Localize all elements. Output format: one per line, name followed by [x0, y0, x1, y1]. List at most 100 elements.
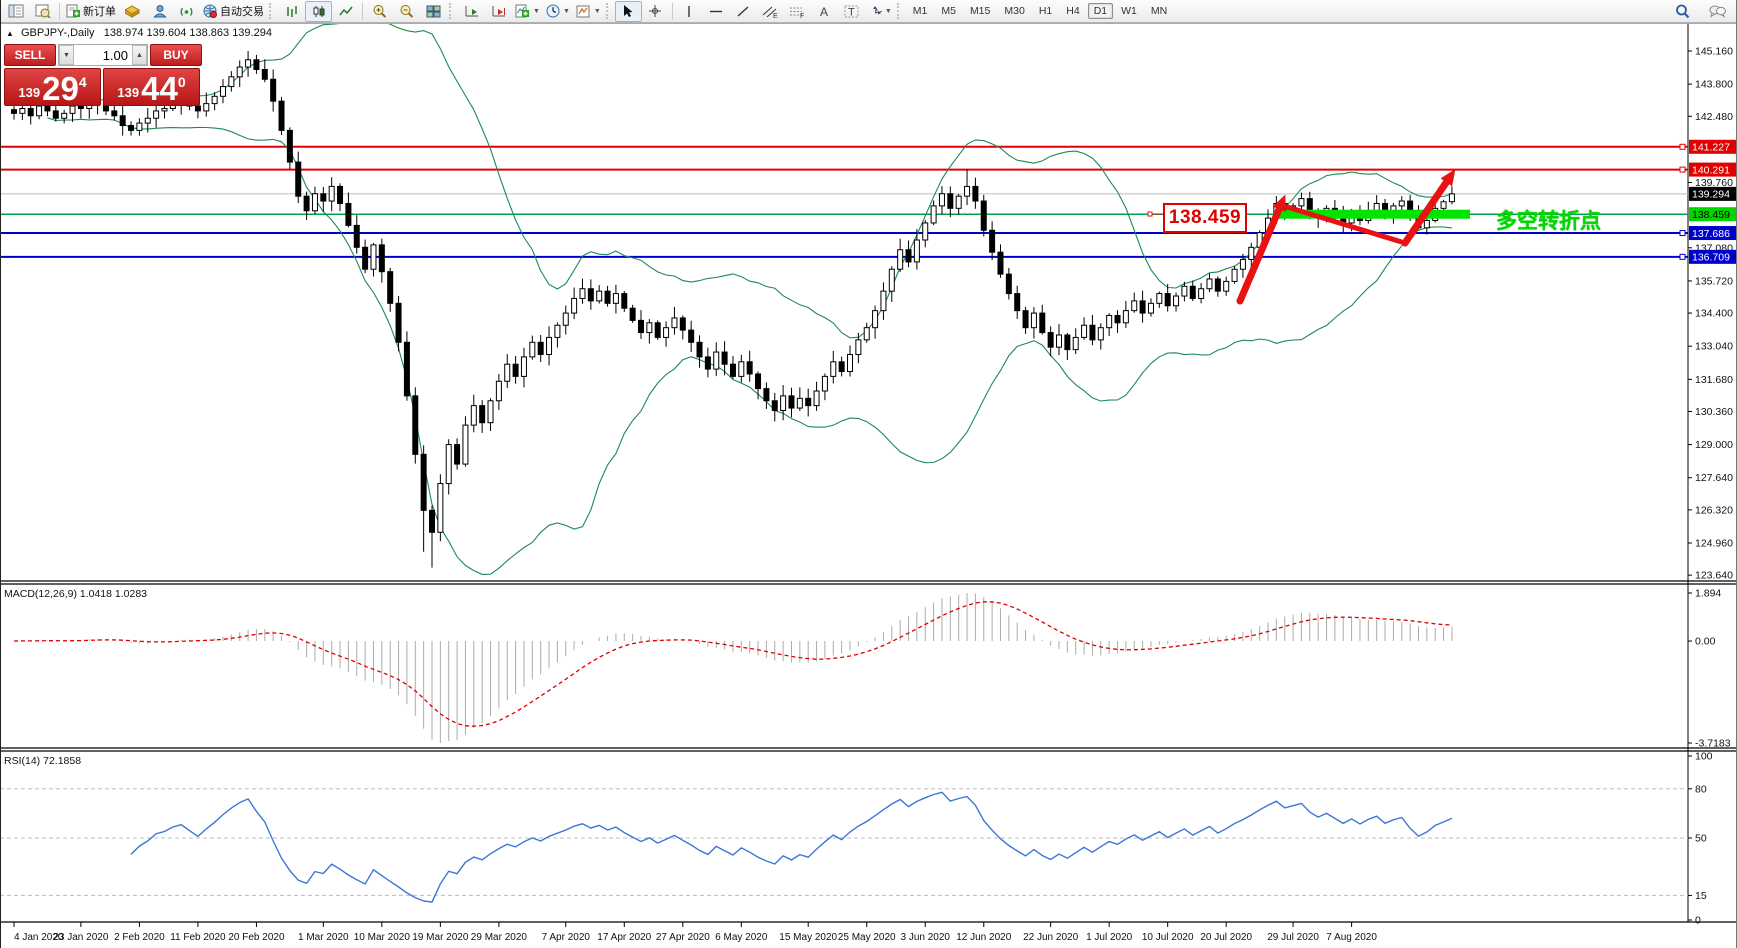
chart-header: ▲ GBPJPY-,Daily 138.974 139.604 138.863 …	[6, 27, 272, 39]
price-tick-label: 142.480	[1695, 111, 1733, 123]
new-order-button[interactable]: 新订单	[63, 1, 119, 22]
buy-price-sup: 0	[177, 74, 186, 90]
shapes-icon[interactable]: ▼	[865, 1, 895, 22]
date-label: 15 May 2020	[779, 932, 837, 943]
timeframe-button-H1[interactable]: H1	[1038, 5, 1053, 17]
date-label: 27 Apr 2020	[656, 932, 710, 943]
date-label: 17 Apr 2020	[597, 932, 651, 943]
date-label: 12 Jun 2020	[956, 932, 1011, 943]
date-label: 20 Jul 2020	[1200, 932, 1252, 943]
candlestick-mode-icon[interactable]	[305, 0, 332, 22]
chat-icon[interactable]	[1704, 1, 1731, 22]
date-label: 4 Jan 2020	[14, 932, 64, 943]
search-icon[interactable]	[1669, 1, 1696, 22]
timeframe-button-D1[interactable]: D1	[1087, 3, 1114, 19]
buy-price-tile[interactable]: 139 44 0	[103, 68, 200, 106]
timeframe-button-M5[interactable]: M5	[941, 5, 956, 17]
bar-chart-mode-icon[interactable]	[278, 1, 305, 22]
rsi-axis-label: 50	[1695, 833, 1707, 845]
pivot-note-text[interactable]: 多空转折点	[1496, 210, 1601, 233]
price-tick-label: 134.400	[1695, 308, 1733, 320]
signals-icon[interactable]	[173, 1, 200, 22]
macd-pane-label: MACD(12,26,9) 1.0418 1.0283	[4, 588, 148, 600]
price-tick-label: 131.680	[1695, 374, 1733, 386]
price-line-label: 137.686	[1692, 228, 1730, 240]
svg-text:F: F	[800, 13, 804, 18]
strategy-tester-icon[interactable]	[29, 1, 56, 22]
price-tick-label: 143.800	[1695, 79, 1733, 91]
sell-price-small: 139	[18, 85, 41, 100]
templates-icon[interactable]: ▼	[573, 1, 604, 22]
price-tick-label: 139.760	[1695, 177, 1733, 189]
volume-decrease-button[interactable]: ▼	[59, 45, 74, 65]
rsi-axis-label: 0	[1695, 915, 1701, 927]
date-label: 1 Jul 2020	[1086, 932, 1133, 943]
date-label: 7 Apr 2020	[542, 932, 591, 943]
indicators-add-icon[interactable]: ▼	[512, 1, 543, 22]
date-label: 29 Mar 2020	[471, 932, 528, 943]
date-label: 6 May 2020	[715, 932, 768, 943]
sell-price-sup: 4	[78, 74, 87, 90]
timeframe-button-W1[interactable]: W1	[1121, 5, 1137, 17]
crosshair-icon[interactable]	[642, 1, 669, 22]
equidistant-channel-icon[interactable]: E	[757, 1, 784, 22]
timeframe-button-H4[interactable]: H4	[1066, 5, 1080, 17]
collapse-triangle-icon[interactable]: ▲	[6, 29, 14, 38]
label-icon[interactable]: T	[838, 1, 865, 22]
timeframe-button-M15[interactable]: M15	[969, 5, 991, 17]
sell-button[interactable]: SELL	[4, 44, 56, 66]
periods-icon[interactable]: ▼	[543, 1, 573, 22]
text-icon[interactable]: A	[811, 1, 838, 22]
price-tick-label: 124.960	[1695, 537, 1733, 549]
volume-increase-button[interactable]: ▲	[132, 45, 147, 65]
timeframe-button-MN[interactable]: MN	[1150, 5, 1168, 17]
date-label: 23 Jan 2020	[53, 932, 108, 943]
fibonacci-icon[interactable]: F	[784, 1, 811, 22]
market-watch-icon[interactable]	[2, 1, 29, 22]
chart-ohlc-values: 138.974 139.604 138.863 139.294	[103, 27, 272, 39]
cursor-icon[interactable]	[614, 0, 642, 22]
volume-input[interactable]	[74, 45, 132, 65]
price-tick-label: 127.640	[1695, 472, 1733, 484]
date-label: 10 Jul 2020	[1142, 932, 1194, 943]
macd-histogram	[21, 593, 1453, 743]
line-chart-mode-icon[interactable]	[332, 1, 359, 22]
zoom-in-icon[interactable]	[366, 1, 393, 22]
price-line-label: 138.459	[1692, 209, 1730, 221]
price-annotation-box[interactable]: 138.459	[1163, 203, 1247, 233]
date-label: 25 May 2020	[838, 932, 896, 943]
auto-scroll-icon[interactable]	[458, 1, 485, 22]
timeframe-button-M30[interactable]: M30	[1004, 5, 1025, 17]
price-line-label: 140.291	[1692, 164, 1730, 176]
accounts-icon[interactable]	[146, 1, 173, 22]
date-label: 3 Jun 2020	[900, 932, 950, 943]
auto-trading-button[interactable]: 自动交易	[200, 1, 267, 22]
macd-axis-label: 0.00	[1695, 636, 1716, 648]
price-tick-label: 123.640	[1695, 570, 1733, 582]
rsi-line	[130, 791, 1453, 903]
svg-text:T: T	[848, 6, 855, 18]
buy-button[interactable]: BUY	[150, 44, 202, 66]
date-label: 20 Feb 2020	[228, 932, 285, 943]
tile-windows-icon[interactable]	[420, 1, 447, 22]
trendline-icon[interactable]	[730, 1, 757, 22]
svg-text:E: E	[773, 13, 778, 18]
vertical-line-icon[interactable]	[676, 1, 703, 22]
one-click-trading-panel: SELL ▼ ▲ BUY 139 29 4 139 44 0	[4, 44, 202, 106]
price-tick-label: 145.160	[1695, 46, 1733, 58]
zoom-out-icon[interactable]	[393, 1, 420, 22]
chart-shift-icon[interactable]	[485, 1, 512, 22]
history-center-icon[interactable]	[119, 1, 146, 22]
price-tick-label: 129.000	[1695, 439, 1733, 451]
price-line-label: 139.294	[1692, 189, 1730, 201]
horizontal-line-icon[interactable]	[703, 1, 730, 22]
timeframe-button-M1[interactable]: M1	[912, 5, 928, 17]
price-tick-label: 135.720	[1695, 275, 1733, 287]
chart-annotations[interactable]	[1147, 169, 1470, 305]
price-line-label: 141.227	[1692, 142, 1730, 154]
date-label: 10 Mar 2020	[354, 932, 411, 943]
timeframe-group: M1 M5 M15 M30 H1 H4 D1 W1 MN	[906, 3, 1174, 19]
sell-price-tile[interactable]: 139 29 4	[4, 68, 101, 106]
